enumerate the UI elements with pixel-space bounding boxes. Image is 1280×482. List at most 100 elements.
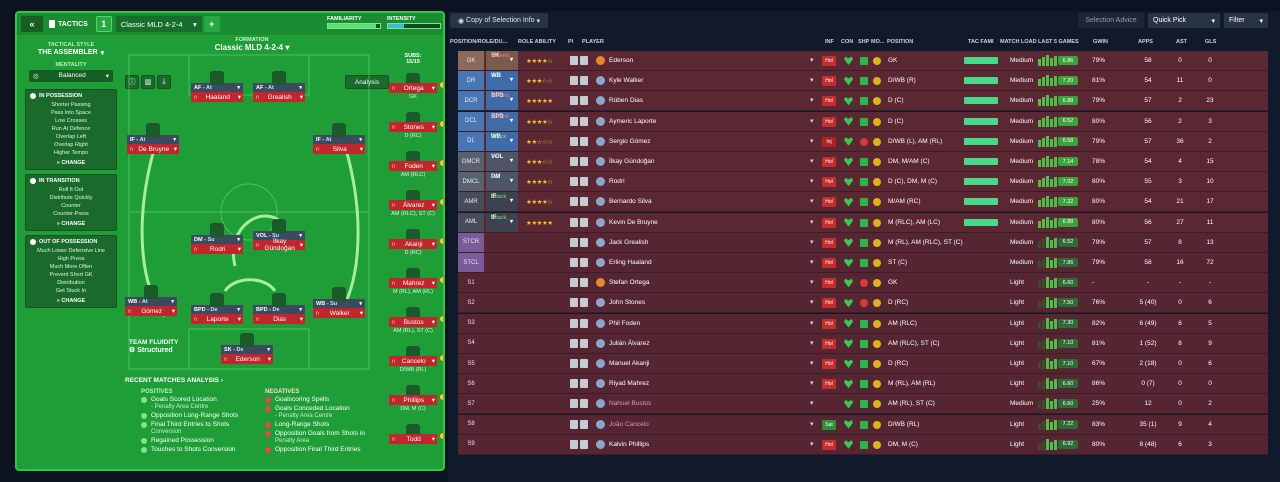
row-role[interactable]: SK Defend ▾ (486, 51, 518, 70)
tactical-style-select[interactable]: THE ASSEMBLER ▾ (29, 49, 113, 57)
sub-player-card[interactable]: ∩ Akanji ▾ D (RC) (389, 229, 443, 256)
chevron-down-icon[interactable]: ▾ (810, 440, 814, 448)
sub-player-card[interactable]: ∩ Todd ▾ (389, 424, 443, 445)
pi-icon[interactable] (580, 136, 588, 146)
pitch-player-card[interactable]: IF - At ▾ ∩ Silva ▾ (313, 123, 365, 154)
col-apps[interactable]: APPS (1138, 39, 1153, 45)
player-name-link[interactable]: Erling Haaland (609, 259, 652, 266)
col-role-ability[interactable]: ROLE ABILITY (518, 39, 556, 45)
row-role[interactable]: IF Attack ▾ (486, 192, 518, 212)
table-row[interactable]: DMCR VOL Su ▾ ★★★☆☆ İlkay Gündoğan ▾ Hol DM, M/A… (458, 152, 1268, 172)
formation-select[interactable]: Classic MLD 4-2-4 ▾ (197, 43, 307, 52)
pi-icon[interactable] (570, 56, 578, 65)
col-match-load[interactable]: MATCH LOAD (1000, 39, 1037, 45)
sub-player-card[interactable]: ∩ Álvarez ▾ AM (RLC), ST (C) (389, 190, 443, 217)
col-ast[interactable]: AST (1176, 39, 1187, 45)
pitch-player-card[interactable]: DM - Su ▾ ∩ Rodri ▾ (191, 223, 243, 254)
player-name-link[interactable]: Kevin De Bruyne (609, 218, 658, 226)
player-name-link[interactable]: Phil Foden (609, 319, 641, 327)
row-role[interactable]: WB Attack ▾ (486, 131, 518, 151)
pi-icon[interactable] (570, 177, 578, 187)
player-name-link[interactable]: Julián Álvarez (609, 339, 650, 347)
chevron-down-icon[interactable]: ▾ (810, 238, 814, 246)
row-role[interactable]: VOL Su ▾ (486, 152, 518, 171)
chevron-down-icon[interactable]: ▾ (810, 117, 814, 125)
out-of-possession-change-button[interactable]: » CHANGE (56, 298, 86, 304)
col-gwin[interactable]: GWIN (1093, 39, 1108, 45)
pitch-player-card[interactable]: BPD - De ▾ ∩ Dias ▾ (253, 293, 305, 324)
analysis-button[interactable]: Analysis (345, 75, 389, 89)
pi-icon[interactable] (570, 338, 578, 348)
col-gls[interactable]: GLS (1205, 39, 1217, 45)
player-name-link[interactable]: Sergio Gómez (609, 137, 651, 145)
table-row[interactable]: DCL BPD Defend ▾ ★★★★☆ Aymeric Laporte ▾ Hol D (… (458, 111, 1268, 132)
pitch-player-card[interactable]: AF - At ▾ ∩ Grealish ▾ (253, 71, 305, 102)
pi-icon[interactable] (580, 217, 588, 227)
table-row[interactable]: STCR Jack Grealish ▾ Hol M (RL), AM (RLC), S… (458, 232, 1268, 253)
col-inf[interactable]: INF (825, 39, 834, 45)
pi-icon[interactable] (580, 76, 588, 86)
sub-player-card[interactable]: ∩ Cancelo ▾ D/WB (RL) (389, 346, 443, 373)
player-name-link[interactable]: Kalvin Phillips (609, 440, 650, 448)
chevron-down-icon[interactable]: ▾ (810, 97, 814, 105)
pi-icon[interactable] (570, 217, 578, 227)
table-row[interactable]: AMR IF Attack ▾ ★★★★☆ Bernardo Silva ▾ Hol M/AM … (458, 192, 1268, 213)
col-position-role[interactable]: POSITION/ROLE/DU... (450, 39, 508, 45)
table-row[interactable]: S8 João Cancelo ▾ Sat D/WB (RL) Light 7.22 83% 3… (458, 414, 1268, 435)
sub-player-card[interactable]: ∩ Mahrez ▾ M (RL), AM (RL) (389, 268, 443, 295)
pi-icon[interactable] (570, 197, 578, 207)
pi-icon[interactable] (570, 258, 578, 267)
player-name-link[interactable]: Nahuel Bustos (609, 400, 652, 408)
sub-player-card[interactable]: ∩ Stones ▾ D (RC) (389, 112, 443, 139)
col-mo[interactable]: MO... (871, 39, 885, 45)
table-row[interactable]: DR WB Su ▾ ★★★☆☆ Kyle Walker ▾ Hol D/WB (R) Mediu… (458, 71, 1268, 92)
player-name-link[interactable]: Rodri (609, 178, 625, 186)
table-row[interactable]: AML IF Attack ▾ ★★★★★ Kevin De Bruyne ▾ Hol M (R… (458, 212, 1268, 233)
col-player[interactable]: PLAYER (582, 39, 604, 45)
table-row[interactable]: S2 John Stones ▾ Hol D (RC) Light 7.50 76% 5 (40… (458, 293, 1268, 314)
chevron-down-icon[interactable]: ▾ (810, 380, 814, 388)
row-role[interactable]: IF Attack ▾ (486, 212, 518, 232)
pi-icon[interactable] (580, 96, 588, 106)
tactic-number-button[interactable]: 1 (95, 16, 112, 32)
col-con[interactable]: CON (841, 39, 854, 45)
pi-icon[interactable] (570, 76, 578, 86)
pi-icon[interactable] (580, 359, 588, 368)
pi-icon[interactable] (580, 56, 588, 65)
in-transition-change-button[interactable]: » CHANGE (56, 221, 86, 227)
chevron-down-icon[interactable]: ▾ (810, 198, 814, 206)
pitch-player-card[interactable]: WB - Su ▾ ∩ Walker ▾ (313, 287, 365, 318)
row-role[interactable]: BPD Defend ▾ (486, 111, 518, 131)
chevron-down-icon[interactable]: ▾ (810, 57, 814, 64)
pi-icon[interactable] (580, 399, 588, 409)
pi-icon[interactable] (570, 116, 578, 126)
pi-icon[interactable] (580, 157, 588, 166)
table-row[interactable]: S1 Stefan Ortega ▾ Hol GK Light 6.60 - - - - (458, 273, 1268, 294)
pi-icon[interactable] (570, 298, 578, 308)
table-row[interactable]: S9 Kalvin Phillips ▾ Hol DM, M (C) Light 6.92 8… (458, 434, 1268, 455)
pi-icon[interactable] (570, 379, 578, 389)
player-name-link[interactable]: İlkay Gündoğan (609, 158, 655, 165)
chevron-down-icon[interactable]: ▾ (810, 319, 814, 327)
copy-selection-info-button[interactable]: ◉ Copy of Selection Info ▾ (450, 13, 548, 28)
pitch-player-card[interactable]: SK - De ▾ ∩ Ederson ▾ (221, 333, 273, 364)
in-possession-change-button[interactable]: » CHANGE (56, 160, 86, 166)
col-shp[interactable]: SHP (858, 39, 870, 45)
player-name-link[interactable]: Jack Grealish (609, 238, 649, 246)
selection-advice-button[interactable]: Selection Advice (1078, 13, 1144, 28)
player-name-link[interactable]: Kyle Walker (609, 77, 644, 85)
collapse-button[interactable]: « (21, 16, 43, 32)
table-row[interactable]: S4 Julián Álvarez ▾ Hol AM (RLC), ST (C) Ligh… (458, 333, 1268, 354)
table-row[interactable]: STCL Erling Haaland ▾ Hol ST (C) Medium 7.86 79… (458, 253, 1268, 273)
table-row[interactable]: DMCL DM Su ▾ ★★★★☆ Rodri ▾ Hol D (C), DM, M (C) M… (458, 172, 1268, 193)
pi-icon[interactable] (580, 177, 588, 187)
pi-icon[interactable] (570, 439, 578, 449)
pitch-player-card[interactable]: IF - At ▾ ∩ De Bruyne ▾ (127, 123, 179, 154)
pi-icon[interactable] (570, 318, 578, 328)
sub-player-card[interactable]: ∩ Ortega ▾ GK (389, 73, 443, 100)
stats-view-button[interactable]: ▥ (141, 75, 155, 89)
chevron-down-icon[interactable]: ▾ (810, 339, 814, 347)
table-row[interactable]: DL WB Attack ▾ ★★☆☆☆ Sergio Gómez ▾ Inj D/WB (L)… (458, 131, 1268, 152)
player-name-link[interactable]: João Cancelo (609, 420, 649, 428)
col-tac-fam[interactable]: TAC FAMI (968, 39, 994, 45)
